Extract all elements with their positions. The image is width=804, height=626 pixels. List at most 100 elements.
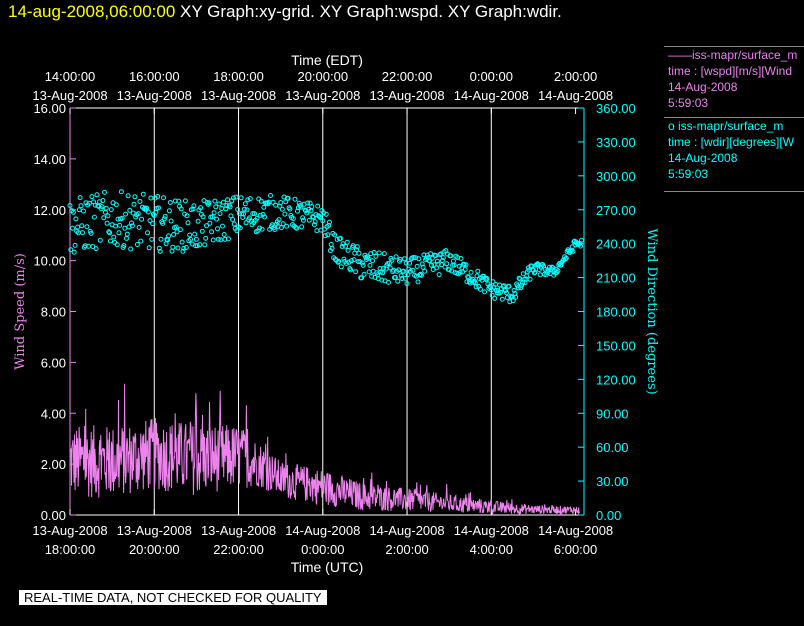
wdir-point <box>401 268 407 274</box>
wdir-point <box>415 279 421 285</box>
wdir-point <box>458 256 464 261</box>
wdir-point <box>243 220 249 226</box>
wdir-point <box>359 275 364 281</box>
wdir-point <box>510 298 516 304</box>
wdir-point <box>435 261 441 267</box>
wdir-point <box>117 222 123 228</box>
x-tick-label-top-date: 13-Aug-2008 <box>369 88 444 103</box>
wdir-point <box>91 214 97 220</box>
wdir-point <box>367 262 373 268</box>
wdir-point <box>376 250 382 256</box>
x-tick-label-top-time: 2:00:00 <box>554 69 597 84</box>
wdir-point <box>353 269 359 275</box>
x-tick-label-top-time: 20:00:00 <box>297 69 348 84</box>
wdir-point <box>213 204 219 210</box>
wdir-point <box>335 259 341 265</box>
wdir-point <box>290 216 296 222</box>
wdir-point <box>344 239 350 245</box>
left-axis-tick-label: 8.00 <box>41 305 66 320</box>
wdir-point <box>439 258 445 263</box>
right-axis-title: Wind Direction (degrees) <box>644 228 659 394</box>
wdir-point <box>427 258 433 264</box>
wdir-point <box>377 266 383 271</box>
left-axis-tick-label: 2.00 <box>41 457 66 472</box>
wdir-point <box>262 214 268 220</box>
wdir-point <box>242 201 248 207</box>
wdir-point <box>518 285 524 291</box>
wdir-point <box>188 236 193 242</box>
wdir-point <box>86 200 92 206</box>
wdir-point <box>218 237 224 243</box>
wdir-point <box>482 289 488 295</box>
wdir-point <box>193 236 199 242</box>
wdir-point <box>354 247 359 253</box>
wdir-point <box>209 214 215 220</box>
wdir-point <box>404 281 410 287</box>
wdir-point <box>81 208 86 214</box>
wdir-point <box>216 201 222 207</box>
x-tick-label-top-time: 16:00:00 <box>129 69 180 84</box>
wdir-point <box>257 212 263 218</box>
wdir-point <box>116 230 122 236</box>
wdir-point <box>280 221 286 227</box>
wdir-point <box>73 216 79 222</box>
wdir-point <box>179 239 185 245</box>
x-tick-label-bottom-date: 14-Aug-2008 <box>538 523 613 538</box>
wdir-point <box>484 276 490 281</box>
wdir-point <box>171 232 177 237</box>
wdir-point <box>317 215 323 220</box>
legend-wspd-variable: time : [wspd][m/s][Wind <box>668 64 793 78</box>
wdir-point <box>247 196 253 202</box>
wdir-point <box>200 214 206 220</box>
wdir-point <box>493 288 499 293</box>
right-axis-tick-label: 180.00 <box>596 305 636 320</box>
wdir-point <box>416 256 422 262</box>
wdir-point <box>284 223 290 229</box>
wdir-point <box>488 284 493 290</box>
wdir-point <box>123 211 129 217</box>
wdir-point <box>278 200 284 205</box>
wdir-point <box>558 262 564 268</box>
wdir-point <box>504 290 509 296</box>
wdir-point <box>325 232 331 238</box>
x-tick-label-top-time: 14:00:00 <box>45 69 96 84</box>
wdir-point <box>181 245 187 251</box>
wdir-point <box>282 211 288 217</box>
wdir-point <box>184 213 190 219</box>
wdir-point <box>145 209 151 215</box>
wdir-point <box>88 230 94 236</box>
wdir-point <box>185 220 191 226</box>
x-tick-label-top-date: 14-Aug-2008 <box>454 88 529 103</box>
legend-wdir[interactable]: o iss-mapr/surface_m time : [wdir][degre… <box>664 118 804 192</box>
wdir-point <box>125 193 131 199</box>
wdir-point <box>169 248 175 254</box>
wdir-point <box>513 294 519 300</box>
wdir-point <box>223 206 229 212</box>
wdir-point <box>209 229 215 235</box>
x-axis-title-top: Time (EDT) <box>291 52 363 68</box>
x-tick-label-top-time: 18:00:00 <box>213 69 264 84</box>
wdir-point <box>166 208 172 214</box>
wdir-point <box>235 207 241 212</box>
wdir-point <box>106 229 112 235</box>
wdir-point <box>418 271 423 277</box>
wdir-point <box>207 220 213 226</box>
wdir-point <box>338 264 344 270</box>
wdir-point <box>428 251 434 257</box>
wdir-point <box>492 295 498 301</box>
legend-wspd[interactable]: ——iss-mapr/surface_m time : [wspd][m/s][… <box>664 46 804 118</box>
wdir-point <box>306 207 311 212</box>
wdir-point <box>75 224 81 230</box>
right-axis-tick-label: 210.00 <box>596 271 636 286</box>
wdir-point <box>348 258 354 264</box>
wdir-point <box>127 207 133 213</box>
right-axis-tick-label: 30.00 <box>596 474 629 489</box>
wdir-point <box>503 288 509 293</box>
wdir-point <box>440 255 446 261</box>
graph-names-label: XY Graph:xy-grid. XY Graph:wspd. XY Grap… <box>180 2 562 21</box>
wdir-point <box>220 199 226 205</box>
wdir-point <box>340 241 346 247</box>
wdir-point <box>71 249 77 255</box>
wdir-point <box>150 221 156 227</box>
